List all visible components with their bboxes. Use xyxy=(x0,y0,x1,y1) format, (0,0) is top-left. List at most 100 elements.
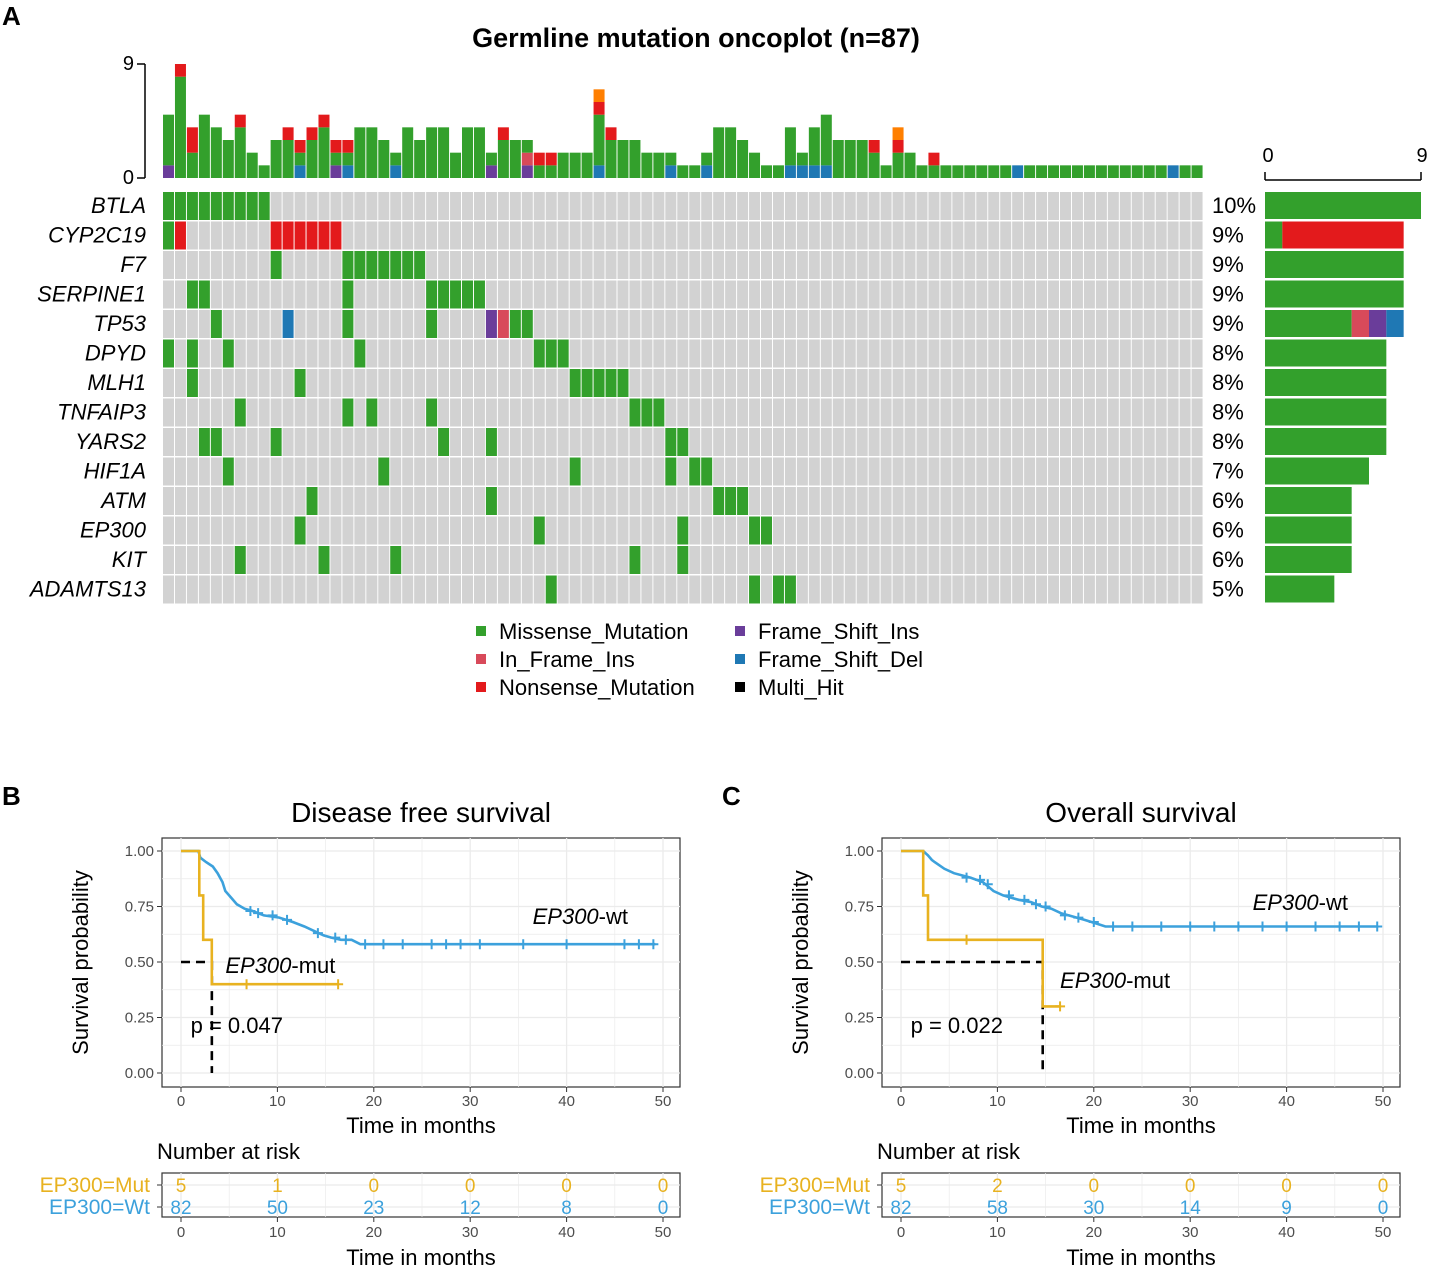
empty-cell xyxy=(198,398,210,427)
empty-cell xyxy=(414,546,426,574)
empty-cell xyxy=(1155,310,1167,338)
empty-cell xyxy=(617,280,629,309)
empty-cell xyxy=(163,280,174,309)
tmb-bar-segment xyxy=(952,165,964,178)
frequency-label: 8% xyxy=(1212,370,1244,395)
empty-cell xyxy=(988,251,1000,279)
tmb-bar-segment xyxy=(1179,165,1191,178)
empty-cell xyxy=(761,221,772,250)
empty-cell xyxy=(366,280,378,309)
empty-cell xyxy=(832,398,844,427)
tmb-bar-segment xyxy=(880,165,892,178)
wt-censor-mark xyxy=(1233,921,1244,932)
wt-censor-mark xyxy=(397,939,408,950)
empty-cell xyxy=(521,221,533,250)
mutation-cell xyxy=(186,369,198,397)
empty-cell xyxy=(485,546,497,574)
tmb-bar-segment xyxy=(904,152,916,178)
empty-cell xyxy=(784,310,796,338)
wt-censor-mark xyxy=(1334,921,1345,932)
empty-cell xyxy=(473,192,485,220)
empty-cell xyxy=(569,339,581,368)
empty-cell xyxy=(629,310,641,338)
empty-cell xyxy=(581,339,593,368)
empty-cell xyxy=(832,457,844,486)
empty-cell xyxy=(246,369,258,397)
empty-cell xyxy=(318,192,330,220)
tmb-bar-segment xyxy=(342,165,354,178)
empty-cell xyxy=(1095,575,1107,604)
empty-cell xyxy=(593,192,605,220)
mutation-cell xyxy=(677,428,689,456)
empty-cell xyxy=(904,398,916,427)
empty-cell xyxy=(186,516,198,545)
tmb-bar-segment xyxy=(796,165,808,178)
frequency-axis: 0 9 xyxy=(1262,145,1428,181)
x-axis-title: Time in months xyxy=(1066,1113,1216,1138)
empty-cell xyxy=(1167,369,1179,397)
wt-censor-mark xyxy=(1003,890,1014,901)
empty-cell xyxy=(713,369,725,397)
empty-cell xyxy=(940,575,952,604)
empty-cell xyxy=(569,487,581,515)
empty-cell xyxy=(880,516,892,545)
empty-cell xyxy=(665,487,677,515)
empty-cell xyxy=(1000,280,1012,309)
empty-cell xyxy=(593,575,605,604)
frequency-bar-segment xyxy=(1265,280,1404,308)
empty-cell xyxy=(928,369,940,397)
mutation-legend: Missense_MutationIn_Frame_InsNonsense_Mu… xyxy=(476,619,923,700)
empty-cell xyxy=(294,310,306,338)
empty-cell xyxy=(701,398,713,427)
empty-cell xyxy=(509,575,521,604)
empty-cell xyxy=(462,221,473,250)
empty-cell xyxy=(665,369,677,397)
mutation-cell xyxy=(234,546,246,574)
wt-censor-mark xyxy=(441,939,452,950)
empty-cell xyxy=(1167,457,1179,486)
empty-cell xyxy=(246,546,258,574)
empty-cell xyxy=(868,280,880,309)
empty-cell xyxy=(270,280,282,309)
tmb-bar-segment xyxy=(1191,165,1203,178)
frequency-label: 9% xyxy=(1212,223,1244,248)
empty-cell xyxy=(210,487,222,515)
wt-censor-mark xyxy=(561,939,572,950)
frequency-label: 9% xyxy=(1212,311,1244,336)
empty-cell xyxy=(306,192,318,220)
empty-cell xyxy=(1060,251,1071,279)
empty-cell xyxy=(246,398,258,427)
tmb-bar-segment xyxy=(163,165,174,178)
empty-cell xyxy=(306,310,318,338)
empty-cell xyxy=(1048,280,1060,309)
empty-cell xyxy=(725,428,737,456)
empty-cell xyxy=(605,428,617,456)
empty-cell xyxy=(1155,251,1167,279)
empty-cell xyxy=(605,310,617,338)
empty-cell xyxy=(222,251,234,279)
empty-cell xyxy=(426,575,438,604)
empty-cell xyxy=(354,428,366,456)
empty-cell xyxy=(270,398,282,427)
wt-censor-mark xyxy=(648,939,659,950)
empty-cell xyxy=(569,428,581,456)
empty-cell xyxy=(1191,221,1203,250)
empty-cell xyxy=(1071,310,1083,338)
empty-cell xyxy=(916,280,928,309)
x-tick-label: 30 xyxy=(462,1093,479,1110)
empty-cell xyxy=(270,339,282,368)
empty-cell xyxy=(928,546,940,574)
empty-cell xyxy=(701,428,713,456)
wt-censor-mark xyxy=(253,908,264,919)
empty-cell xyxy=(234,339,246,368)
wt-censor-mark xyxy=(1310,921,1321,932)
legend-swatch xyxy=(476,626,486,636)
empty-cell xyxy=(868,192,880,220)
gene-labels: BTLACYP2C19F7SERPINE1TP53DPYDMLH1TNFAIP3… xyxy=(28,193,148,602)
mut-censor-mark xyxy=(1055,1001,1066,1012)
empty-cell xyxy=(485,251,497,279)
empty-cell xyxy=(450,251,462,279)
mutation-cell xyxy=(163,192,174,220)
